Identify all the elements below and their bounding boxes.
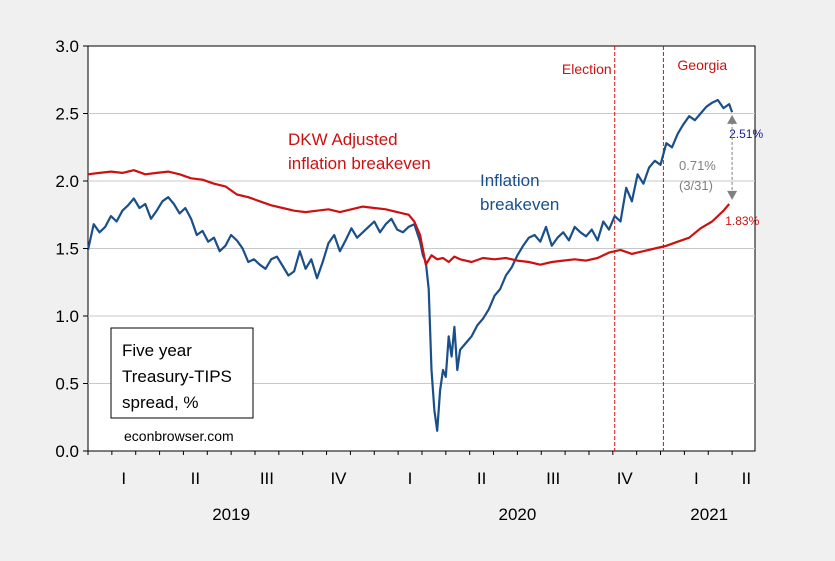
dkw-label-line1: DKW Adjusted [288,130,398,149]
quarter-label-6: III [546,469,560,488]
event-label-election: Election [562,61,612,77]
y-tick-label-1: 0.5 [55,375,79,394]
arrow-head-top [727,114,738,124]
spread-value: 0.71% [679,158,716,173]
quarter-label-2: III [260,469,274,488]
legend-line2: Treasury-TIPS [122,367,232,386]
quarter-label-1: II [191,469,200,488]
y-axis-ticks: 0.0 0.5 1.0 1.5 2.0 2.5 3.0 [55,37,88,461]
quarter-label-9: II [742,469,751,488]
y-tick-label-5: 2.5 [55,105,79,124]
y-tick-label-6: 3.0 [55,37,79,56]
end-value-red: 1.83% [725,214,759,228]
quarter-label-0: I [121,469,126,488]
quarter-label-4: I [408,469,413,488]
quarter-label-8: I [694,469,699,488]
year-label-2: 2021 [690,505,728,524]
y-tick-label-3: 1.5 [55,240,79,259]
spread-arrow [727,114,738,200]
spread-date: (3/31) [679,178,713,193]
end-value-blue: 2.51% [729,127,763,141]
breakeven-label-line2: breakeven [480,195,559,214]
year-label-1: 2020 [498,505,536,524]
source-label: econbrowser.com [124,428,234,444]
series-dkw-adjusted [87,169,731,266]
legend-line1: Five year [122,341,192,360]
y-tick-label-4: 2.0 [55,172,79,191]
y-tick-label-2: 1.0 [55,307,79,326]
quarter-label-3: IV [330,469,347,488]
quarter-label-7: IV [617,469,634,488]
year-label-0: 2019 [212,505,250,524]
legend-line3: spread, % [122,393,199,412]
breakeven-label-line1: Inflation [480,171,540,190]
y-tick-label-0: 0.0 [55,442,79,461]
arrow-head-bottom [727,190,738,200]
legend-box [110,327,254,419]
event-lines: Election Georgia [562,46,727,451]
series-lines [86,98,734,432]
event-label-georgia: Georgia [677,57,727,73]
dkw-label-line2: inflation breakeven [288,154,431,173]
quarter-label-5: II [477,469,486,488]
